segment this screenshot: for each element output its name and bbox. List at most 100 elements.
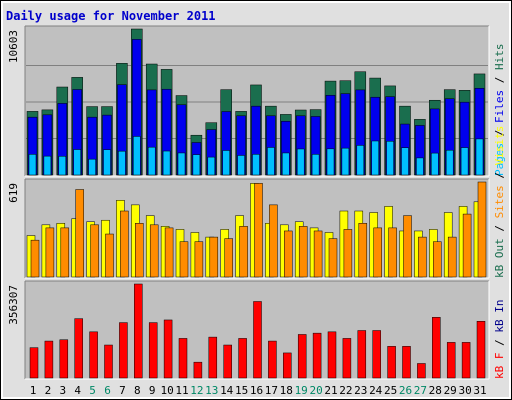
- bar-sites-30: [462, 213, 472, 278]
- bar-kb-f-27: [417, 363, 426, 379]
- bar-sites-1: [30, 239, 40, 278]
- day-7-bottom: [119, 322, 128, 379]
- day-label-9: 9: [149, 384, 156, 397]
- day-6-top: [101, 106, 113, 176]
- day-25-middle: [384, 206, 397, 278]
- day-23-top: [354, 71, 367, 176]
- panel-bottom-legend: kB F / kB In: [493, 300, 506, 380]
- bar-kb-f-6: [104, 344, 113, 379]
- day-13-bottom: [208, 336, 218, 379]
- bar-sites-9: [149, 224, 159, 278]
- bar-kb-f-2: [44, 340, 54, 379]
- bar-sites-13: [209, 236, 219, 278]
- bar-pages-3: [58, 156, 67, 176]
- bar-kb-f-30: [461, 342, 471, 379]
- day-label-19: 19: [295, 384, 308, 397]
- day-14-bottom: [223, 344, 232, 379]
- bar-kb-f-15: [238, 338, 247, 379]
- day-9-top: [145, 63, 158, 176]
- bar-kb-f-22: [342, 338, 352, 379]
- bar-kb-f-4: [74, 318, 83, 379]
- bar-sites-10: [164, 227, 174, 278]
- day-label-6: 6: [104, 384, 111, 397]
- bar-kb-f-31: [476, 321, 486, 379]
- day-25-top: [384, 85, 396, 176]
- day-label-28: 28: [429, 384, 442, 397]
- panel-middle: 619 kB Out / Sites / Visits: [7, 126, 506, 279]
- bar-kb-f-8: [134, 283, 143, 379]
- bar-sites-22: [343, 229, 353, 278]
- bar-sites-18: [284, 230, 293, 278]
- day-1-bottom: [29, 347, 39, 379]
- day-10-bottom: [163, 319, 173, 379]
- day-5-middle: [86, 221, 99, 278]
- bar-kb-f-21: [327, 331, 337, 379]
- day-8-bottom: [134, 283, 143, 379]
- bar-pages-31: [475, 138, 484, 176]
- bar-sites-28: [433, 241, 442, 278]
- legend-visits: Visits: [493, 126, 506, 166]
- day-28-top: [429, 99, 441, 176]
- day-22-bottom: [342, 338, 352, 379]
- bar-pages-18: [282, 152, 290, 176]
- bar-pages-9: [147, 146, 156, 176]
- bar-pages-8: [133, 136, 141, 176]
- day-label-23: 23: [354, 384, 367, 397]
- bar-kb-f-17: [268, 340, 277, 379]
- bar-sites-4: [75, 189, 84, 278]
- legend-kb-out: kB Out: [493, 238, 506, 278]
- bar-pages-6: [103, 149, 111, 176]
- day-3-middle: [56, 223, 70, 278]
- bar-pages-19: [296, 148, 305, 176]
- day-12-top: [190, 134, 203, 176]
- day-label-11: 11: [175, 384, 188, 397]
- bar-pages-28: [431, 152, 439, 176]
- day-17-bottom: [268, 340, 277, 379]
- panel-bottom-ymax-label: 356307: [7, 285, 20, 325]
- day-10-middle: [160, 226, 174, 278]
- day-label-27: 27: [414, 384, 427, 397]
- day-23-middle: [354, 210, 368, 278]
- day-label-16: 16: [250, 384, 263, 397]
- bar-pages-10: [162, 150, 171, 176]
- day-13-top: [205, 122, 218, 176]
- day-label-2: 2: [45, 384, 52, 397]
- day-17-top: [265, 105, 277, 176]
- day-21-top: [324, 80, 337, 176]
- legend-separator: /: [493, 165, 506, 185]
- day-8-top: [131, 28, 143, 176]
- day-5-top: [86, 106, 98, 176]
- day-4-top: [71, 77, 83, 176]
- day-19-top: [294, 109, 307, 176]
- day-29-bottom: [446, 342, 456, 379]
- day-label-13: 13: [205, 384, 218, 397]
- legend-sites: Sites: [493, 185, 506, 218]
- day-label-21: 21: [324, 384, 337, 397]
- panel-middle-legend: kB Out / Sites / Visits: [493, 126, 506, 278]
- bar-kb-f-5: [89, 331, 98, 379]
- day-label-8: 8: [134, 384, 141, 397]
- bar-sites-2: [45, 227, 55, 278]
- bar-sites-6: [105, 233, 114, 278]
- day-12-middle: [190, 232, 204, 278]
- day-24-top: [369, 77, 381, 176]
- bar-kb-f-12: [193, 361, 203, 379]
- day-4-middle: [71, 189, 84, 278]
- day-7-middle: [116, 200, 129, 278]
- day-label-30: 30: [458, 384, 471, 397]
- bar-kb-f-24: [372, 330, 381, 379]
- day-24-bottom: [372, 330, 381, 379]
- day-label-18: 18: [280, 384, 293, 397]
- day-1-top: [26, 111, 39, 176]
- day-25-bottom: [387, 346, 396, 379]
- bar-kb-f-14: [223, 344, 232, 379]
- bar-pages-17: [267, 147, 275, 176]
- bar-kb-f-29: [446, 342, 456, 379]
- day-10-top: [160, 69, 173, 176]
- day-4-bottom: [74, 318, 83, 379]
- day-label-22: 22: [339, 384, 352, 397]
- day-19-middle: [294, 221, 308, 278]
- day-labels: 1 2 3 4 5 6 7 8 9 10 11 12 13 14 15 16 17 18 19 20 21 22 23 24 2…: [30, 384, 487, 397]
- day-6-bottom: [104, 344, 113, 379]
- day-20-top: [309, 109, 322, 176]
